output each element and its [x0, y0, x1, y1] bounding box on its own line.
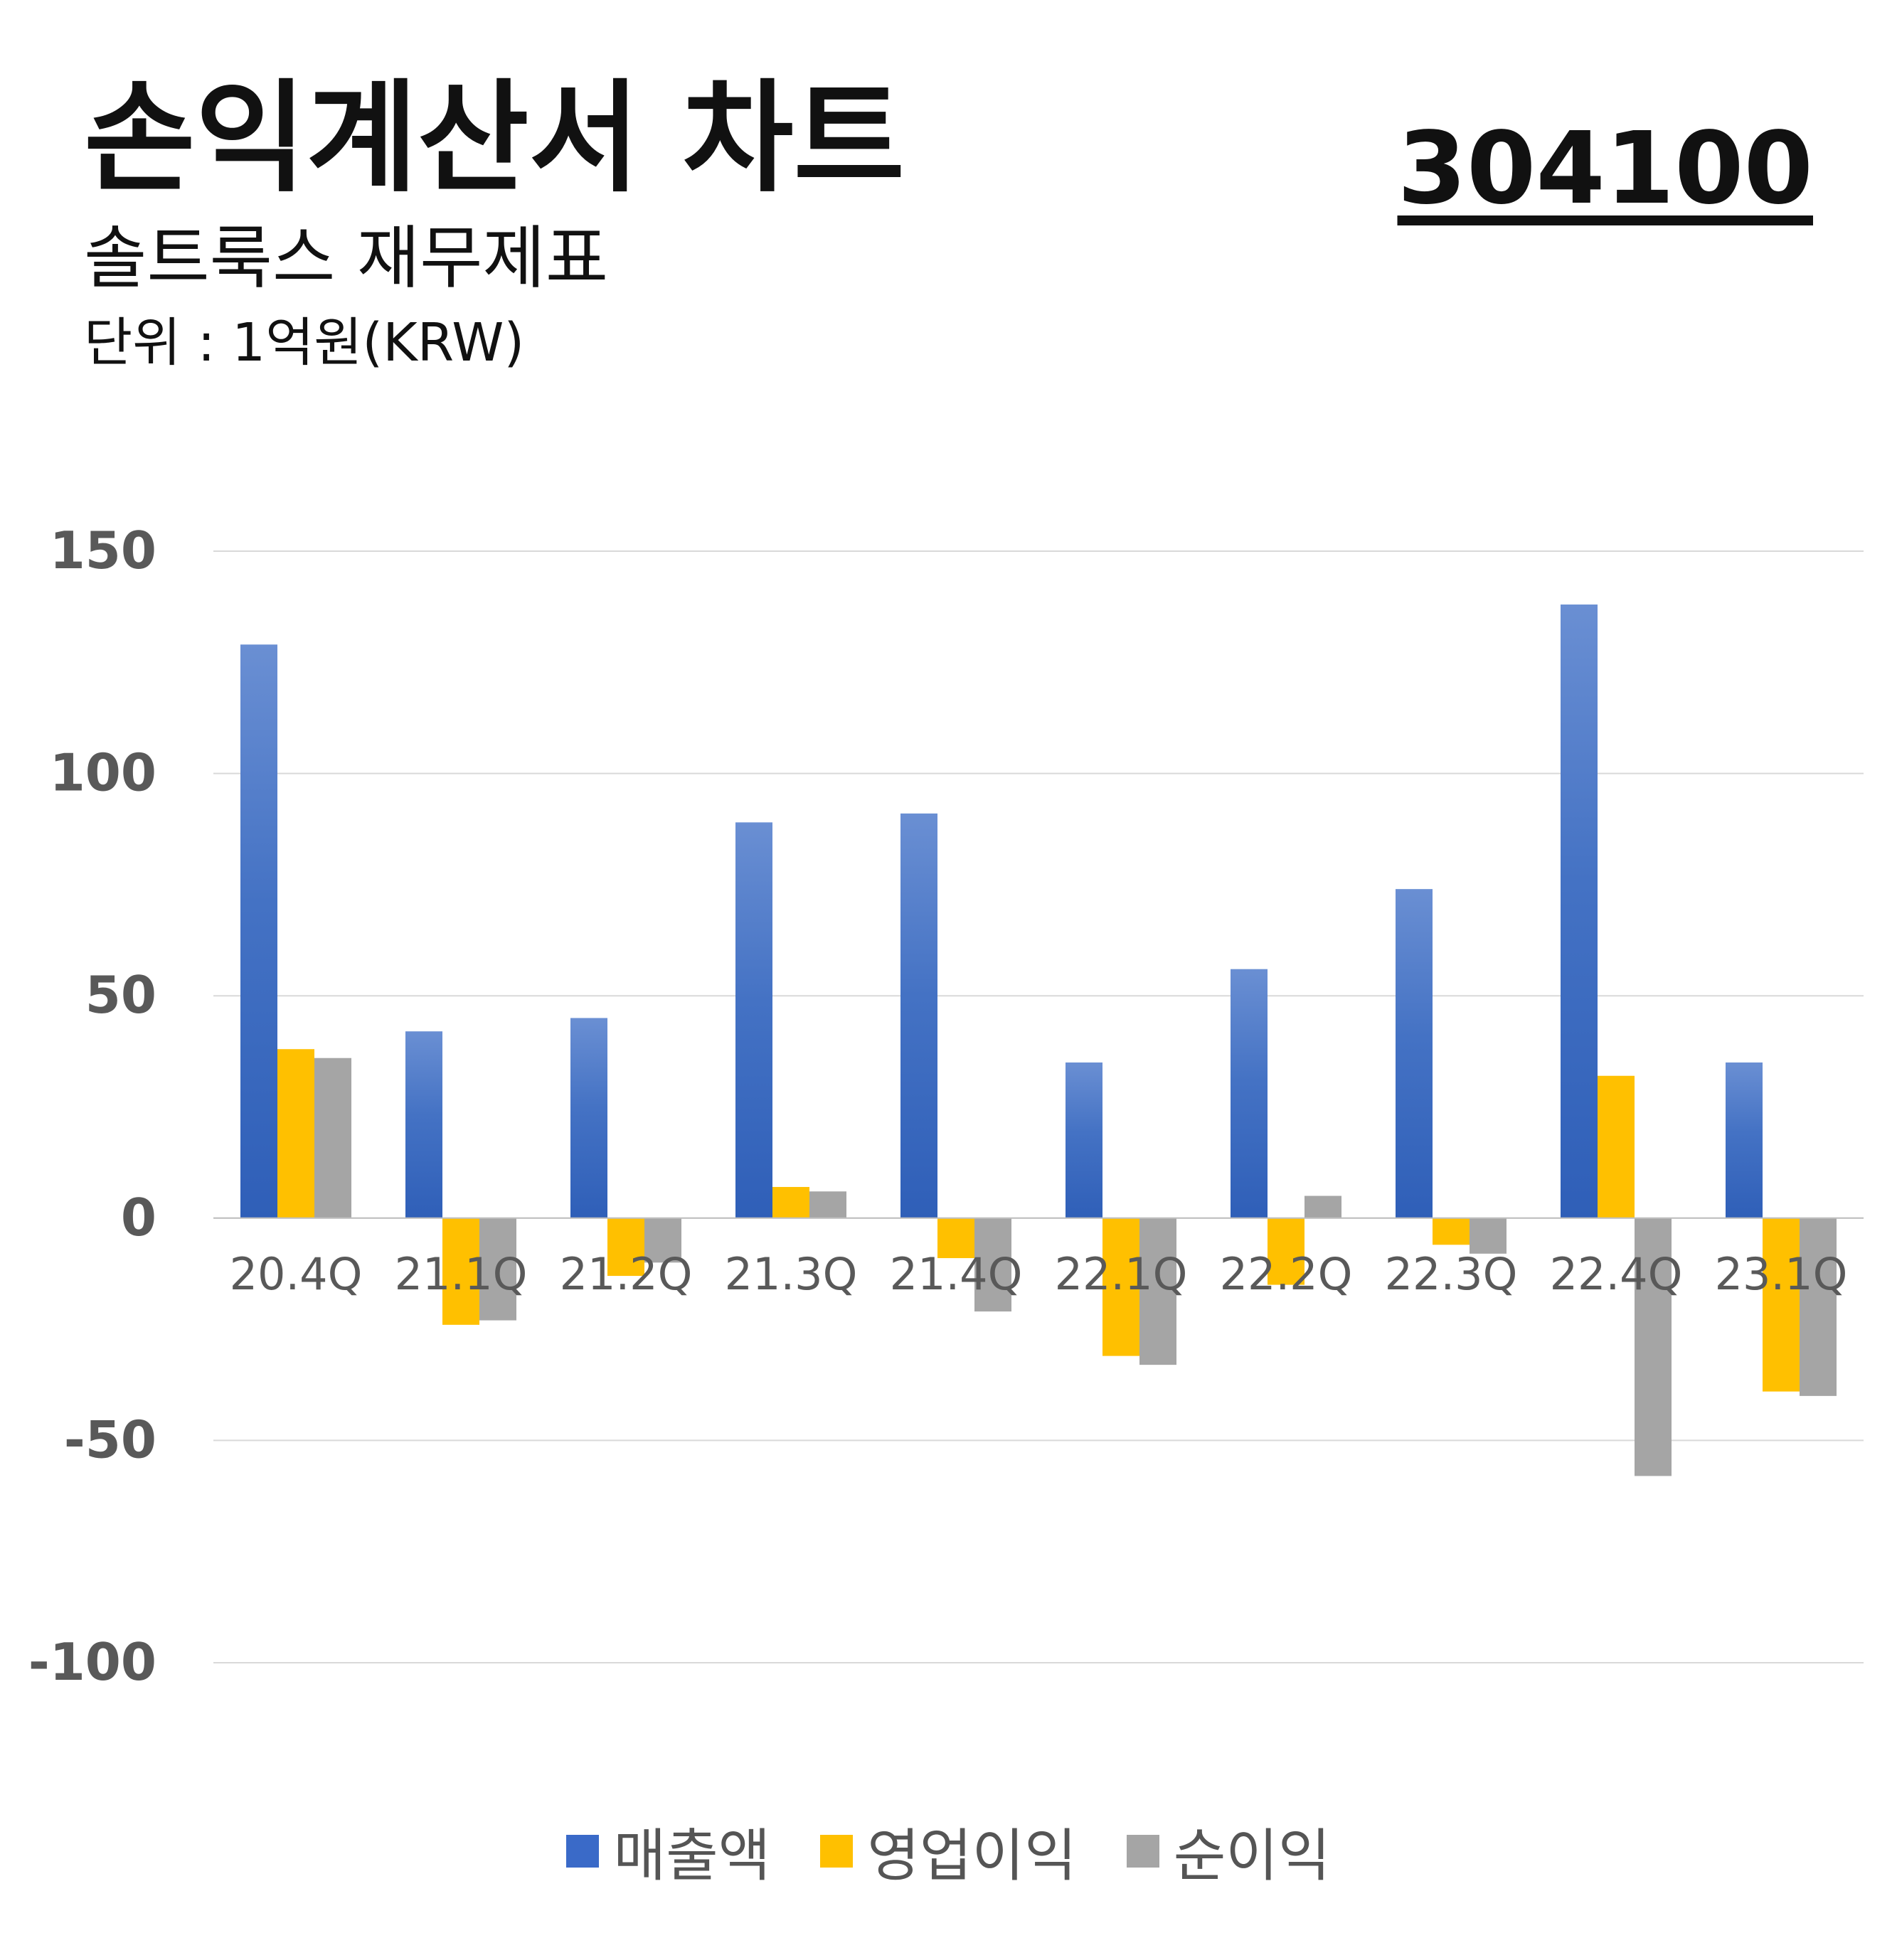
legend: 매출액 영업이익 순이익 [0, 1810, 1897, 1892]
bar-net-income [314, 1058, 351, 1218]
bar-net-income [644, 1218, 681, 1263]
bar-net-income [479, 1218, 516, 1321]
legend-item: 매출액 [566, 1810, 770, 1892]
bar-operating-profit [1268, 1218, 1304, 1285]
bar-net-income [809, 1191, 846, 1218]
bar-operating-profit [937, 1218, 974, 1259]
bar-operating-profit [277, 1049, 314, 1218]
bar-operating-profit [607, 1218, 644, 1277]
legend-item: 영업이익 [820, 1810, 1077, 1892]
y-tick-label: -50 [64, 1410, 156, 1469]
legend-swatch [1126, 1835, 1159, 1868]
bar-operating-profit [1598, 1075, 1635, 1218]
legend-label: 영업이익 [867, 1823, 1077, 1889]
legend-swatch [566, 1835, 600, 1868]
legend-label: 순이익 [1173, 1823, 1331, 1889]
bar-net-income [974, 1218, 1011, 1312]
x-tick-label: 21.2Q [560, 1248, 693, 1300]
bar-revenue [1231, 969, 1268, 1218]
bar-operating-profit [1102, 1218, 1139, 1356]
chart-title: 손익계산서 차트 [84, 68, 905, 209]
legend-swatch [820, 1835, 854, 1868]
bar-net-income [1470, 1218, 1507, 1254]
x-tick-label: 21.1Q [395, 1248, 528, 1300]
bar-operating-profit [772, 1187, 809, 1218]
unit-label: 단위 : 1억원(KRW) [84, 312, 525, 373]
bar-net-income [1635, 1218, 1672, 1476]
x-tick-label: 22.1Q [1055, 1248, 1188, 1300]
bar-operating-profit [1763, 1218, 1800, 1392]
bar-net-income [1139, 1218, 1176, 1365]
bar-revenue [1561, 604, 1598, 1218]
y-tick-label: 0 [121, 1188, 156, 1247]
legend-label: 매출액 [613, 1823, 771, 1889]
bar-chart: 150 100 50 0 -50 -100 20.4Q 21.1Q 21.2Q 21.3Q 21.4… [28, 521, 1864, 1692]
bar-revenue [1726, 1062, 1763, 1218]
y-tick-label: 50 [85, 965, 156, 1025]
bar-operating-profit [442, 1218, 479, 1325]
x-tick-label: 22.2Q [1220, 1248, 1353, 1300]
bar-revenue [735, 822, 772, 1218]
bar-revenue [405, 1031, 442, 1218]
x-tick-label: 23.1Q [1715, 1248, 1848, 1300]
bar-revenue [570, 1018, 607, 1218]
y-tick-label: -100 [28, 1632, 156, 1692]
legend-item: 순이익 [1126, 1810, 1331, 1892]
x-tick-label: 20.4Q [230, 1248, 363, 1300]
bar-operating-profit [1433, 1218, 1470, 1245]
x-tick-label: 22.3Q [1385, 1248, 1518, 1300]
bar-revenue [1396, 889, 1433, 1218]
x-tick-label: 21.4Q [890, 1248, 1023, 1300]
y-tick-label: 100 [50, 743, 156, 803]
bar-revenue [240, 644, 277, 1218]
bar-net-income [1800, 1218, 1837, 1396]
stock-code: 304100 [1397, 111, 1813, 227]
bar-net-income [1304, 1195, 1341, 1218]
x-tick-label: 22.4Q [1550, 1248, 1683, 1300]
y-tick-label: 150 [50, 521, 156, 580]
bar-revenue [1066, 1062, 1102, 1218]
chart-subtitle: 솔트룩스 재무제표 [84, 218, 609, 298]
bar-revenue [900, 813, 937, 1218]
x-tick-label: 21.3Q [725, 1248, 858, 1300]
